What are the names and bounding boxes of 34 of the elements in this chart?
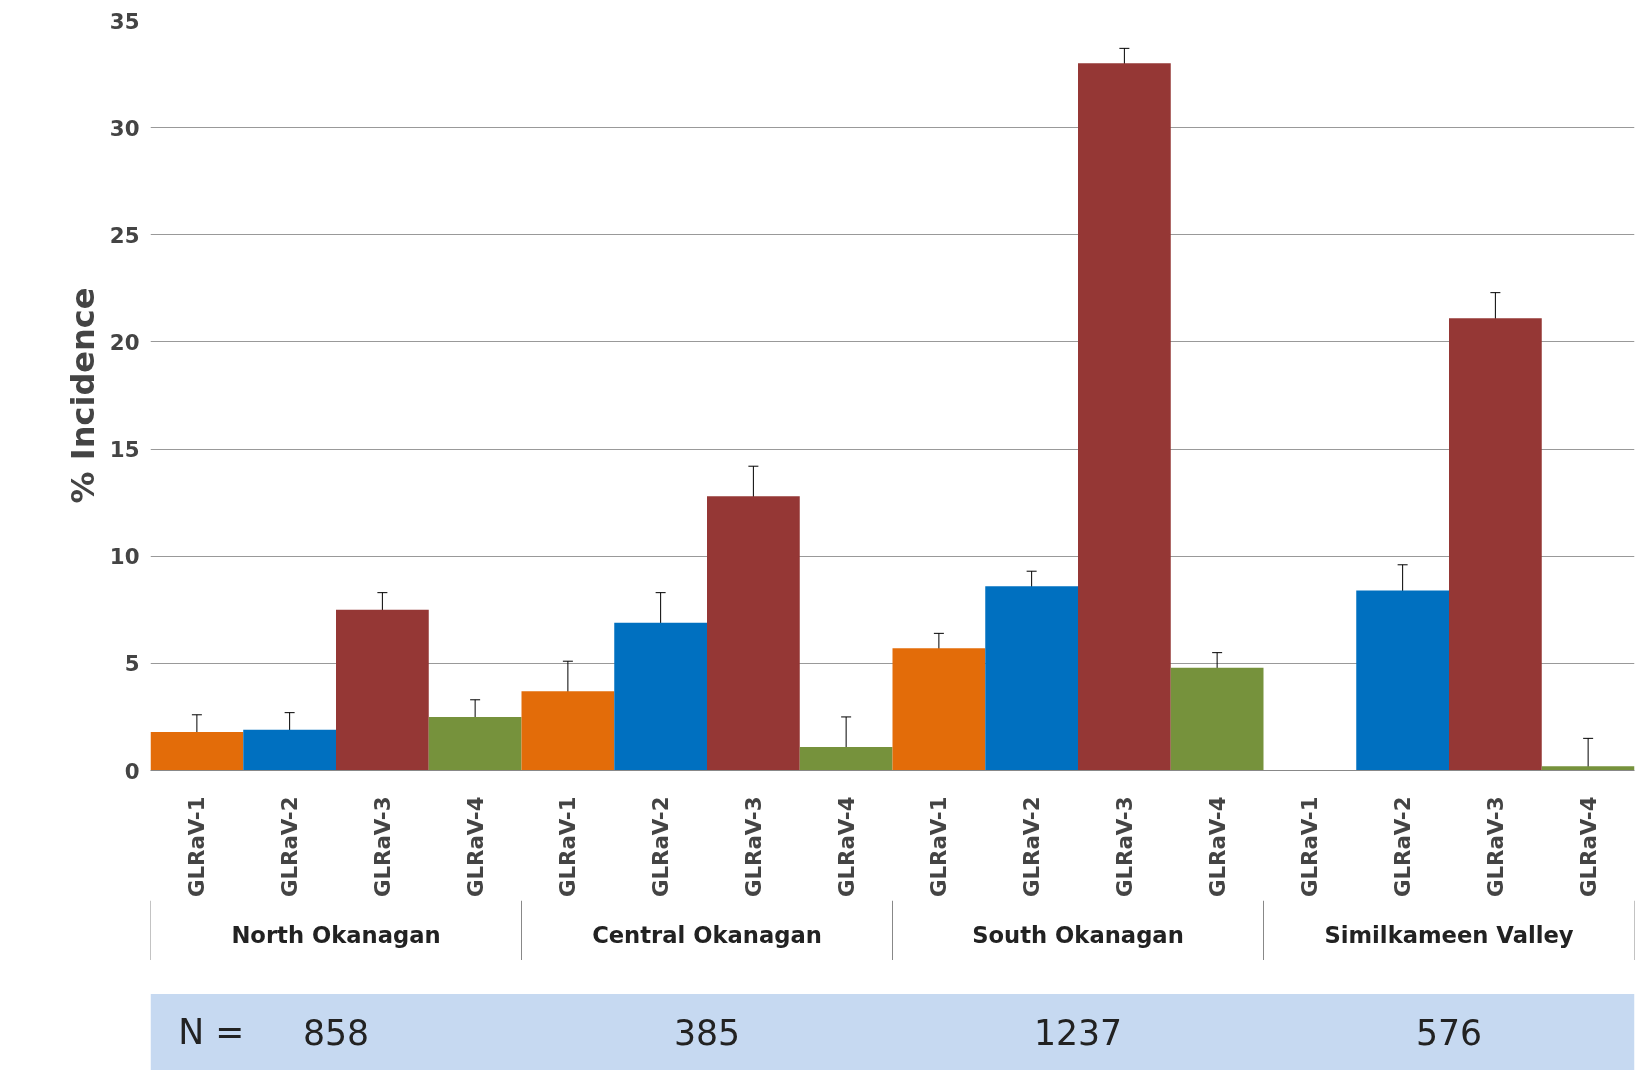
y-tick-label: 10 bbox=[109, 544, 140, 570]
x-tick-label: GLRaV-3 bbox=[1482, 796, 1508, 898]
x-tick-label: GLRaV-2 bbox=[1019, 796, 1045, 898]
text: 576 bbox=[1415, 1013, 1483, 1054]
text: Central Okanagan bbox=[592, 921, 822, 948]
text: Similkameen Valley bbox=[1324, 921, 1574, 948]
text: 385 bbox=[673, 1013, 741, 1054]
x-tick-label: GLRaV-2 bbox=[1390, 796, 1416, 898]
x-tick-label: GLRaV-4 bbox=[833, 796, 859, 898]
x-tick-label: GLRaV-4 bbox=[462, 796, 488, 898]
x-tick-label: GLRaV-1 bbox=[1297, 796, 1323, 898]
x-tick-label: GLRaV-1 bbox=[555, 796, 581, 898]
x-tick-label: GLRaV-2 bbox=[277, 796, 303, 898]
y-axis-title: % Incidence bbox=[63, 287, 102, 504]
x-tick-label: GLRaV-2 bbox=[648, 796, 674, 898]
x-tick-label: GLRaV-3 bbox=[740, 796, 766, 898]
y-tick-label: 25 bbox=[109, 222, 140, 248]
text: North Okanagan bbox=[231, 921, 441, 948]
y-tick-label: 5 bbox=[124, 651, 140, 677]
x-tick-label: GLRaV-4 bbox=[1575, 796, 1601, 898]
x-tick-label: GLRaV-1 bbox=[926, 796, 952, 898]
text: N = bbox=[178, 1012, 245, 1053]
y-tick-label: 0 bbox=[124, 758, 140, 784]
x-tick-label: GLRaV-4 bbox=[1204, 796, 1230, 898]
y-tick-label: 15 bbox=[109, 437, 140, 463]
y-tick-label: 35 bbox=[109, 8, 140, 34]
x-tick-label: GLRaV-3 bbox=[369, 796, 395, 898]
y-tick-label: 30 bbox=[109, 115, 140, 141]
x-tick-label: GLRaV-1 bbox=[184, 796, 210, 898]
text: 1237 bbox=[1033, 1013, 1123, 1054]
y-tick-label: 20 bbox=[109, 329, 140, 355]
x-tick-label: GLRaV-3 bbox=[1111, 796, 1137, 898]
text: South Okanagan bbox=[972, 921, 1184, 948]
text: 858 bbox=[302, 1013, 370, 1054]
